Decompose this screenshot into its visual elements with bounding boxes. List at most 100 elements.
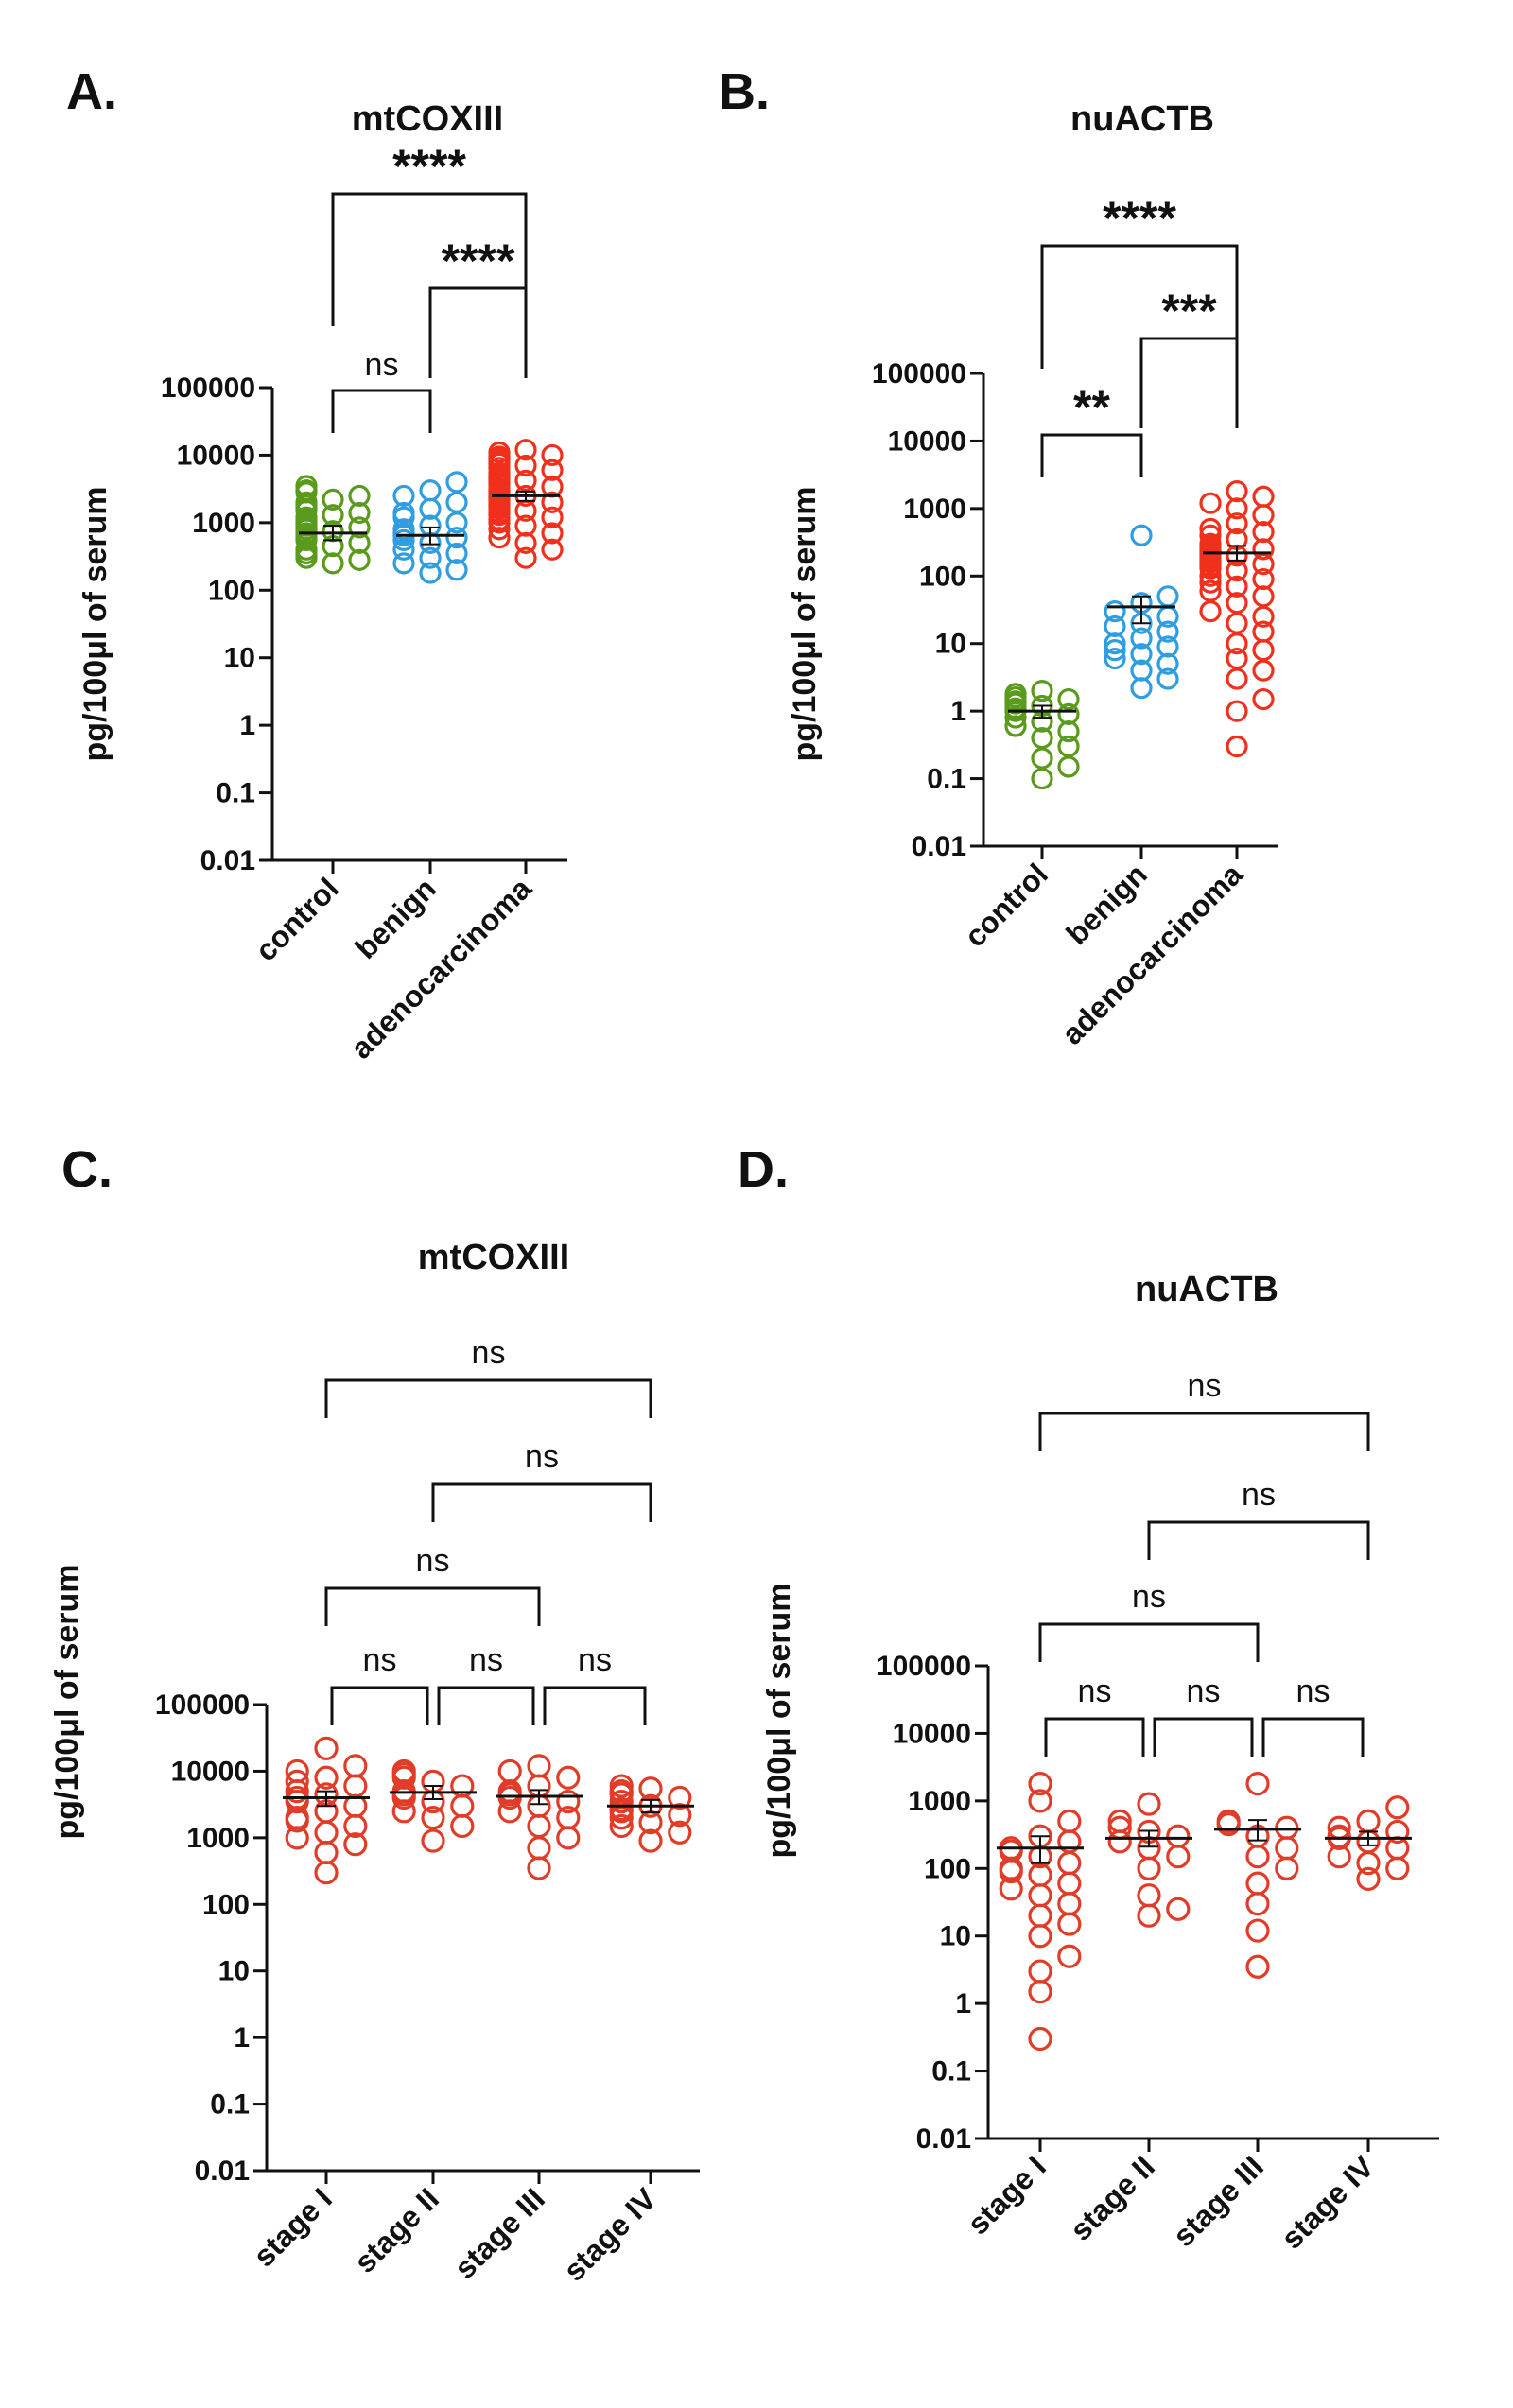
y-tick-label: 10000 bbox=[171, 1756, 250, 1787]
y-tick-label: 1000 bbox=[192, 508, 255, 539]
data-point bbox=[514, 469, 537, 492]
data-point bbox=[1057, 1871, 1082, 1896]
significance-bracket bbox=[543, 1686, 647, 1725]
data-point bbox=[1028, 1979, 1052, 2004]
data-point bbox=[1104, 600, 1126, 623]
significance-bracket bbox=[1153, 1717, 1254, 1757]
data-point bbox=[527, 1856, 551, 1880]
data-point bbox=[392, 518, 415, 541]
data-point bbox=[1031, 747, 1053, 770]
data-point bbox=[1226, 480, 1248, 503]
data-point bbox=[668, 1803, 692, 1828]
data-point bbox=[1104, 632, 1126, 655]
data-point bbox=[1199, 517, 1222, 540]
data-point bbox=[1252, 659, 1275, 682]
y-tick-label: 1 bbox=[955, 1988, 971, 2019]
significance-bracket bbox=[437, 1686, 535, 1725]
data-point bbox=[1156, 620, 1179, 643]
data-point bbox=[1356, 1851, 1381, 1876]
significance-label: ns bbox=[1188, 1368, 1222, 1404]
data-point bbox=[1226, 592, 1248, 615]
data-point bbox=[1156, 635, 1179, 658]
data-point bbox=[1130, 643, 1153, 666]
significance-bracket bbox=[324, 1378, 652, 1418]
significance-label: ns bbox=[363, 1642, 397, 1678]
data-point bbox=[1057, 702, 1080, 726]
chart-d-ylabel: pg/100μl of serum bbox=[761, 1584, 797, 1859]
data-point bbox=[421, 1806, 445, 1830]
x-tick-label: control bbox=[958, 857, 1054, 953]
data-point bbox=[1385, 1856, 1410, 1880]
data-point bbox=[527, 1813, 551, 1839]
data-point bbox=[322, 552, 344, 575]
y-tick-label: 0.1 bbox=[931, 2056, 971, 2088]
data-point bbox=[1028, 1903, 1052, 1928]
data-point bbox=[419, 479, 442, 502]
y-tick-label: 100 bbox=[208, 575, 255, 606]
data-point bbox=[1057, 1912, 1082, 1936]
data-point bbox=[1199, 600, 1222, 623]
chart-c-ylabel: pg/100μl of serum bbox=[49, 1565, 85, 1840]
significance-bracket bbox=[1038, 1622, 1260, 1662]
data-point bbox=[1245, 1772, 1270, 1796]
data-point bbox=[348, 516, 371, 539]
y-tick-label: 0.01 bbox=[912, 831, 966, 862]
data-point bbox=[1031, 680, 1053, 702]
data-point bbox=[1137, 1903, 1161, 1928]
data-point bbox=[343, 1754, 368, 1778]
y-tick-label: 10 bbox=[940, 1921, 971, 1952]
data-point bbox=[1028, 1862, 1052, 1887]
data-point bbox=[1104, 647, 1126, 670]
data-point bbox=[343, 1774, 368, 1798]
significance-bracket bbox=[428, 286, 528, 378]
data-point bbox=[314, 1840, 339, 1865]
significance-bracket bbox=[1261, 1717, 1365, 1757]
data-point bbox=[514, 514, 537, 537]
data-point bbox=[1028, 1883, 1052, 1908]
data-point bbox=[1031, 767, 1053, 790]
data-point bbox=[1057, 735, 1080, 758]
data-point bbox=[609, 1774, 634, 1798]
data-point bbox=[1156, 585, 1179, 608]
data-point bbox=[1252, 538, 1275, 561]
significance-bracket bbox=[431, 1482, 652, 1522]
x-tick-label: stage I bbox=[247, 2181, 339, 2273]
data-point bbox=[295, 491, 318, 513]
data-point bbox=[1057, 720, 1080, 743]
chart-d-title: nuACTB bbox=[1135, 1270, 1278, 1309]
y-tick-label: 0.1 bbox=[210, 2089, 250, 2121]
data-point bbox=[1166, 1897, 1191, 1921]
data-point bbox=[514, 546, 537, 569]
data-point bbox=[609, 1789, 634, 1814]
data-point bbox=[450, 1793, 475, 1818]
data-point bbox=[514, 439, 537, 461]
significance-label: ns bbox=[578, 1642, 612, 1678]
data-point bbox=[322, 504, 344, 527]
data-point bbox=[421, 1828, 445, 1853]
significance-label: ns bbox=[469, 1642, 503, 1678]
x-tick-label: benign bbox=[1059, 857, 1154, 951]
data-point bbox=[343, 1832, 368, 1857]
data-point bbox=[1252, 521, 1275, 544]
data-point bbox=[1137, 1883, 1161, 1908]
significance-label: ns bbox=[1242, 1477, 1276, 1513]
data-point bbox=[1028, 1772, 1052, 1796]
significance-label: ns bbox=[1132, 1579, 1166, 1615]
data-point bbox=[1275, 1815, 1299, 1840]
data-point bbox=[1028, 1924, 1052, 1949]
data-point bbox=[1245, 1845, 1270, 1869]
data-point bbox=[1216, 1809, 1241, 1833]
data-point bbox=[1057, 687, 1080, 711]
data-point bbox=[1327, 1824, 1351, 1848]
significance-bracket bbox=[1038, 1412, 1370, 1451]
data-point bbox=[1028, 2026, 1052, 2052]
data-point bbox=[1156, 652, 1179, 675]
data-point bbox=[1166, 1845, 1191, 1869]
y-tick-label: 1 bbox=[234, 2022, 250, 2053]
data-point bbox=[1104, 615, 1126, 638]
data-point bbox=[1057, 1944, 1082, 1968]
data-point bbox=[295, 506, 318, 528]
data-point bbox=[1252, 620, 1275, 643]
data-point bbox=[1226, 497, 1248, 520]
